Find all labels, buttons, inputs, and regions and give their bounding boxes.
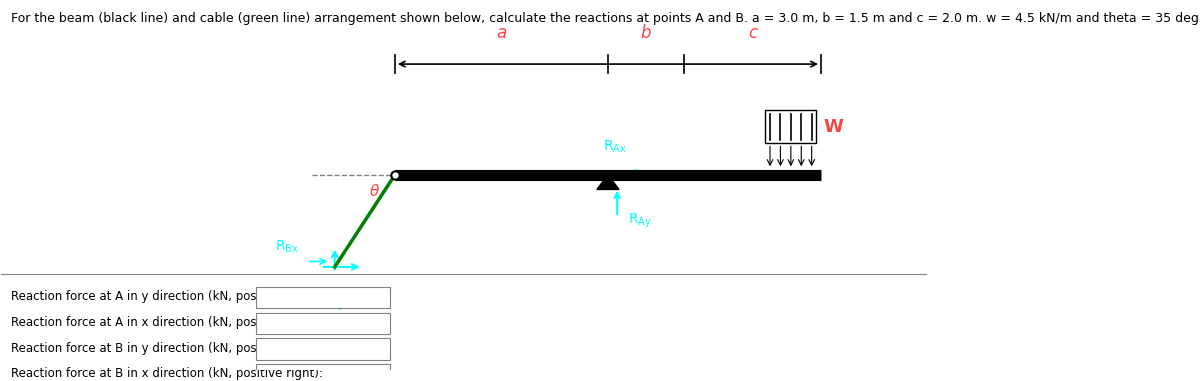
Text: W: W — [823, 118, 844, 136]
Text: b: b — [641, 24, 652, 42]
Text: R$_{\mathsf{Bx}}$: R$_{\mathsf{Bx}}$ — [275, 239, 299, 255]
FancyBboxPatch shape — [766, 110, 816, 143]
FancyBboxPatch shape — [256, 313, 390, 334]
Text: R$_{\mathsf{Ay}}$: R$_{\mathsf{Ay}}$ — [629, 212, 653, 230]
Polygon shape — [596, 175, 619, 189]
Text: Reaction force at B in x direction (kN, positive right):: Reaction force at B in x direction (kN, … — [11, 367, 323, 380]
Text: Reaction force at B in y direction (kN, positive up):: Reaction force at B in y direction (kN, … — [11, 341, 310, 355]
Text: c: c — [748, 24, 757, 42]
Text: θ: θ — [370, 184, 379, 199]
Text: a: a — [497, 24, 506, 42]
Text: For the beam (black line) and cable (green line) arrangement shown below, calcul: For the beam (black line) and cable (gre… — [11, 13, 1200, 26]
FancyBboxPatch shape — [256, 338, 390, 360]
Text: R$_{\mathsf{Ax}}$: R$_{\mathsf{Ax}}$ — [604, 139, 628, 155]
Text: R$_{\mathsf{By}}$: R$_{\mathsf{By}}$ — [320, 295, 344, 313]
FancyBboxPatch shape — [256, 364, 390, 381]
FancyBboxPatch shape — [256, 287, 390, 308]
Text: Reaction force at A in x direction (kN, positive right):: Reaction force at A in x direction (kN, … — [11, 316, 323, 329]
Text: Reaction force at A in y direction (kN, positive up):: Reaction force at A in y direction (kN, … — [11, 290, 310, 303]
